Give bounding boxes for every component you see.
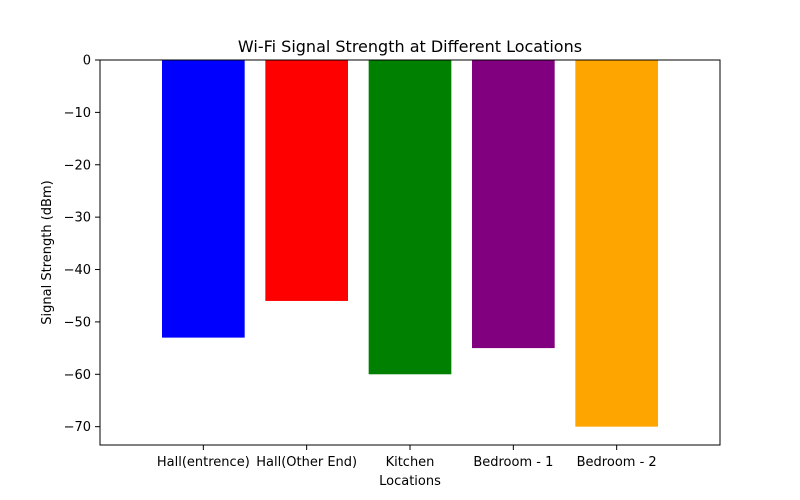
y-tick-label-1: 0 [83,54,91,69]
y-axis-label: Signal Strength (dBm) [40,180,55,324]
x-axis-label: Locations [379,474,441,489]
y-tick-label-7: −60 [64,368,91,383]
bar-4 [472,60,555,349]
x-tick-label-4: Bedroom - 1 [473,455,553,470]
bar-3 [368,60,452,375]
y-tick-label-8: −70 [64,420,91,435]
x-tick-label-2: Hall(Other End) [256,455,357,470]
chart-title: Wi-Fi Signal Strength at Different Locat… [238,37,582,56]
x-axis: Hall(entrence) Hall(Other End) Kitchen Bedr… [157,445,657,470]
y-tick-label-6: −50 [64,315,91,330]
y-tick-label-5: −40 [64,263,91,278]
bar-5 [575,60,658,427]
y-tick-label-2: −10 [64,106,91,121]
y-tick-label-4: −30 [64,211,91,226]
y-tick-label-3: −20 [64,158,91,173]
x-tick-label-3: Kitchen [386,455,435,470]
y-axis: 0 −10 −20 −30 −40 −50 −60 −70 [64,54,100,435]
bars-group [162,60,658,427]
bar-2 [265,60,348,301]
plot-frame [99,59,721,446]
bar-1 [162,60,245,338]
x-tick-label-1: Hall(entrence) [157,455,250,470]
x-tick-label-5: Bedroom - 2 [577,455,657,470]
